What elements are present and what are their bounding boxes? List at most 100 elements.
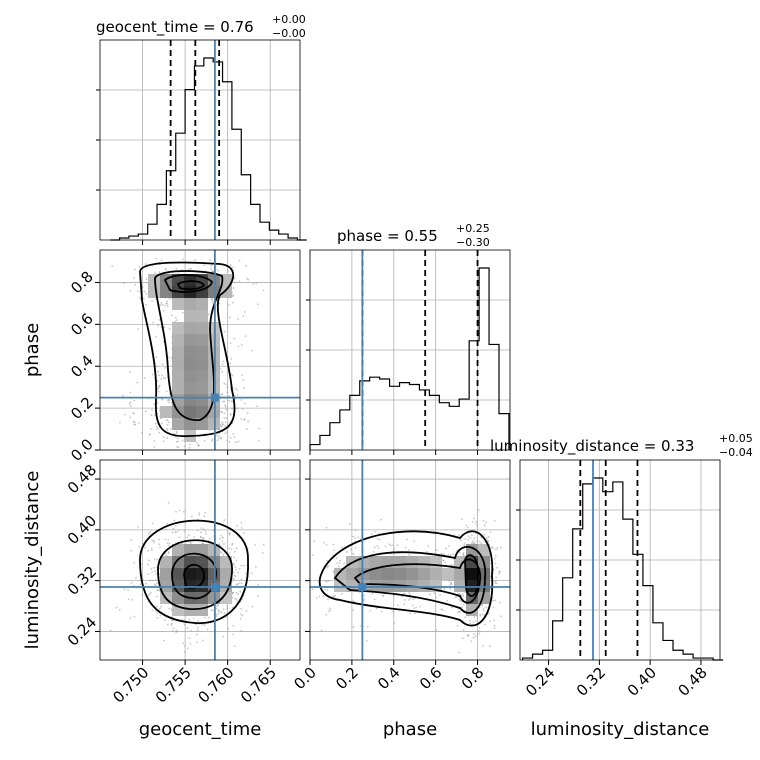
sample-point [251, 605, 254, 608]
sample-point [365, 640, 368, 642]
density-cell [382, 568, 394, 580]
sample-point [408, 599, 411, 601]
sample-point [449, 554, 452, 557]
sample-point [236, 524, 239, 527]
sample-point [150, 568, 153, 570]
sample-point [152, 321, 155, 324]
sample-point [189, 642, 192, 645]
x-tick-label: 0.32 [573, 664, 609, 700]
density-cell [406, 568, 418, 580]
sample-point [162, 377, 165, 379]
sample-point [234, 597, 237, 600]
sample-point [482, 610, 485, 612]
sample-point [137, 422, 140, 425]
sample-point [240, 578, 243, 581]
density-cell [172, 544, 184, 556]
sample-point [139, 583, 142, 586]
sample-point [197, 444, 200, 447]
sample-point [468, 622, 471, 625]
sample-point [485, 606, 488, 609]
sample-point [223, 382, 226, 385]
sample-point [413, 607, 415, 610]
sample-point [366, 625, 369, 628]
sample-point [462, 603, 465, 606]
sample-point [234, 566, 237, 569]
density-cell [160, 556, 172, 568]
sample-point [160, 605, 163, 608]
sample-point [151, 300, 153, 302]
sample-point [345, 551, 348, 553]
density-cell [172, 322, 184, 334]
sample-point [148, 593, 151, 595]
sample-point [261, 552, 264, 554]
sample-point [392, 550, 395, 552]
sample-point [256, 405, 258, 408]
sample-point [133, 561, 136, 564]
sample-point [486, 539, 489, 542]
sample-point [189, 443, 191, 446]
sample-point [176, 437, 179, 440]
sample-point [496, 566, 498, 569]
sample-point [255, 282, 258, 285]
sample-point [181, 311, 184, 314]
sample-point [163, 326, 166, 329]
sample-point [467, 634, 469, 637]
density-cell [196, 298, 208, 310]
sample-point [182, 642, 185, 645]
sample-point [318, 595, 321, 598]
sample-point [147, 594, 150, 597]
sample-point [468, 619, 471, 622]
sample-point [254, 566, 257, 568]
sample-point [194, 259, 197, 262]
contour-line [139, 519, 249, 625]
sample-point [224, 432, 227, 435]
sample-point [226, 386, 229, 389]
sample-point [473, 517, 476, 520]
title-geocent-time: geocent_time = 0.76 [96, 18, 254, 37]
y-tick-label: 0.32 [64, 562, 100, 598]
sample-point [409, 597, 412, 600]
density-cell [184, 370, 196, 382]
sample-point [166, 429, 169, 431]
sample-point [144, 263, 147, 266]
x-tick-label: 0.24 [522, 664, 558, 700]
sample-point [415, 606, 418, 609]
sample-point [242, 532, 245, 534]
sample-point [233, 556, 236, 559]
sample-point [217, 609, 220, 611]
sample-point [252, 283, 255, 285]
sample-point [168, 297, 171, 300]
contour-line [464, 554, 480, 597]
sample-point [494, 548, 497, 551]
sample-point [354, 537, 356, 540]
density-cell [394, 568, 406, 580]
sample-point [164, 538, 167, 541]
sample-point [382, 594, 385, 597]
sample-point [481, 613, 484, 616]
sample-point [233, 281, 236, 284]
sample-point [462, 552, 465, 554]
density-cell [196, 394, 208, 406]
contour-line [157, 539, 233, 610]
density-cell [160, 406, 172, 418]
sample-point [167, 551, 170, 553]
sample-point [141, 594, 144, 596]
sample-point [245, 572, 248, 575]
sample-point [377, 547, 380, 549]
sample-point [439, 594, 441, 596]
sample-point [247, 278, 250, 281]
sample-point [234, 387, 237, 390]
sample-point [205, 533, 208, 535]
sample-point [151, 609, 154, 612]
sample-point [238, 259, 241, 262]
sample-point [175, 510, 177, 513]
sample-point [225, 605, 228, 608]
sample-point [243, 418, 246, 421]
sample-point [258, 427, 261, 430]
sample-point [471, 541, 474, 544]
sample-point [313, 540, 315, 543]
sample-point [448, 544, 450, 547]
sample-point [482, 608, 485, 610]
density-cell [172, 346, 184, 358]
sample-point [156, 612, 159, 615]
